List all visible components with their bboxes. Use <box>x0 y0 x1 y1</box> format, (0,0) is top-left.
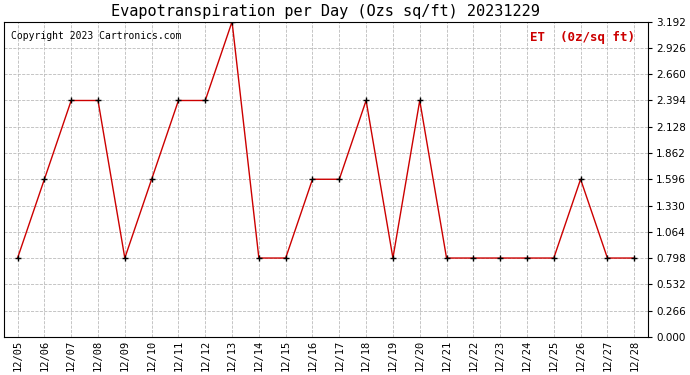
Title: Evapotranspiration per Day (Ozs sq/ft) 20231229: Evapotranspiration per Day (Ozs sq/ft) 2… <box>112 4 540 19</box>
Text: Copyright 2023 Cartronics.com: Copyright 2023 Cartronics.com <box>10 31 181 41</box>
Text: ET  (0z/sq ft): ET (0z/sq ft) <box>530 31 635 44</box>
